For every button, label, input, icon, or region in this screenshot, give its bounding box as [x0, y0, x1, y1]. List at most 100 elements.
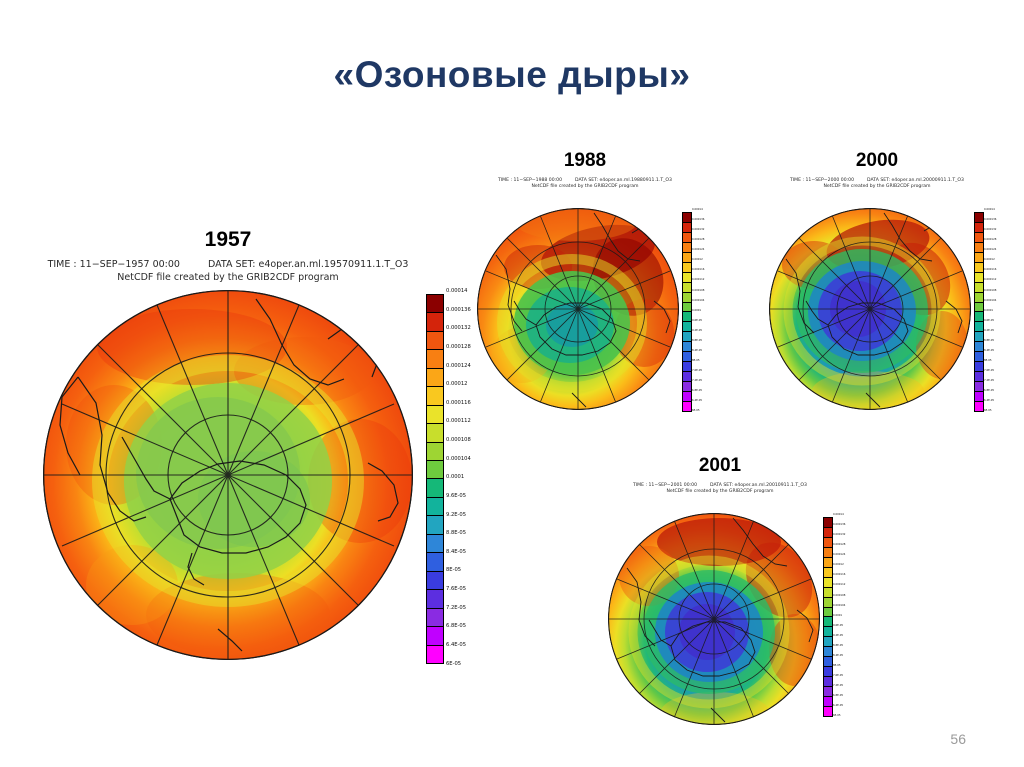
panel-1957-dataset-label: DATA SET: e4oper.an.ml.19570911.1.T_O3: [207, 259, 409, 270]
panel-2001-netcdf-label: NetCDF file created by the GRIB2CDF prog…: [666, 489, 774, 495]
colorbar-tick-label: 6.4E-05: [692, 399, 703, 403]
colorbar-swatch: [683, 222, 691, 233]
colorbar-tick-label: 9.2E-05: [833, 633, 844, 637]
colorbar-tick-label: 0.0001: [984, 308, 994, 312]
colorbar-tick-label: 0.000132: [692, 228, 705, 232]
colorbar-swatch: [824, 547, 832, 558]
panel-2000-caption: TIME : 11−SEP−2000 00:00 DATA SET: e4oper…: [762, 178, 992, 190]
colorbar-swatch: [427, 313, 443, 332]
colorbar-tick-label: 6E-05: [833, 714, 841, 718]
colorbar-swatch: [975, 232, 983, 243]
colorbar-swatch: [824, 707, 832, 716]
colorbar-1988: [682, 212, 692, 412]
colorbar-tick-label: 7.2E-05: [833, 684, 844, 688]
colorbar-swatch: [824, 527, 832, 538]
colorbar-tick-label: 6.4E-05: [833, 704, 844, 708]
colorbar-tick-label: 0.00014: [446, 288, 468, 294]
colorbar-tick-label: 0.000112: [984, 278, 997, 282]
panel-1957-caption: TIME : 11−SEP−1957 00:00 DATA SET: e4oper…: [42, 259, 414, 285]
colorbar-swatch: [427, 350, 443, 369]
colorbar-tick-label: 8.4E-05: [692, 348, 703, 352]
colorbar-tick-label: 7.6E-05: [446, 586, 467, 592]
colorbar-swatch: [427, 516, 443, 535]
panel-2001-time-label: TIME : 11−SEP−2001 00:00: [633, 483, 698, 488]
colorbar-tick-label: 0.000112: [446, 418, 471, 425]
colorbar-swatch: [975, 392, 983, 403]
colorbar-tick-label: 0.000104: [833, 603, 846, 607]
colorbar-tick-label: 0.000132: [446, 325, 471, 332]
colorbar-swatch: [824, 577, 832, 588]
globe-2000: [768, 205, 972, 415]
colorbar-swatch: [427, 387, 443, 406]
colorbar-tick-label: 0.000124: [984, 248, 997, 252]
colorbar-swatch: [824, 567, 832, 578]
colorbar-swatch: [683, 282, 691, 293]
globe-2001: [607, 510, 821, 730]
panel-1957-time-label: TIME : 11−SEP−1957 00:00: [47, 259, 180, 270]
colorbar-tick-label: 0.00014: [833, 513, 844, 516]
panel-1988-netcdf-label: NetCDF file created by the GRIB2CDF prog…: [531, 184, 639, 190]
panel-2000: 2000 TIME : 11−SEP−2000 00:00 DATA SET: e…: [762, 150, 996, 430]
colorbar-tick-label: 7.6E-05: [984, 369, 995, 372]
colorbar-swatch: [824, 667, 832, 678]
colorbar-tick-label: 8.8E-05: [446, 530, 467, 537]
colorbar-tick-label: 8.8E-05: [984, 338, 995, 342]
colorbar-swatch: [683, 232, 691, 243]
colorbar-swatch: [824, 687, 832, 698]
colorbar-swatch: [683, 352, 691, 363]
colorbar-swatch: [683, 312, 691, 323]
slide-page-number: 56: [950, 731, 966, 747]
colorbar-swatch: [975, 342, 983, 353]
panel-2001-caption: TIME : 11−SEP−2001 00:00 DATA SET: e4oper…: [605, 483, 835, 495]
colorbar-swatch: [824, 627, 832, 638]
colorbar-swatch: [683, 362, 691, 373]
colorbar-tick-label: 8E-05: [984, 358, 992, 362]
colorbar-tick-label: 0.000108: [446, 437, 471, 443]
colorbar-swatch: [975, 372, 983, 383]
panel-1988-year-label: 1988: [563, 150, 607, 171]
colorbar-1988-labels: 6E-05 6.4E-05 6.8E-05 7.2E-05 7.6E-05 8E-05 8.…: [692, 208, 705, 413]
colorbar-swatch: [824, 647, 832, 658]
panel-2000-dataset-label: DATA SET: e4oper.an.ml.20000911.1.T_O3: [867, 178, 964, 183]
colorbar-swatch: [824, 537, 832, 548]
colorbar-tick-label: 6.8E-05: [833, 694, 844, 698]
globe-1988: [476, 205, 680, 415]
colorbar-swatch: [975, 292, 983, 303]
colorbar-tick-label: 9.6E-05: [984, 318, 995, 322]
colorbar-tick-label: 6.8E-05: [446, 623, 467, 630]
colorbar-tick-label: 7.2E-05: [984, 379, 995, 383]
colorbar-tick-label: 0.00014: [692, 208, 703, 211]
colorbar-tick-label: 0.00012: [446, 381, 468, 388]
colorbar-swatch: [427, 608, 443, 628]
colorbar-tick-label: 7.6E-05: [692, 369, 703, 372]
colorbar-tick-label: 0.000128: [446, 343, 471, 350]
colorbar-swatch: [824, 557, 832, 568]
colorbar-2001: [823, 517, 833, 717]
panel-2001: 2001 TIME : 11−SEP−2001 00:00 DATA SET: e…: [605, 455, 845, 735]
colorbar-swatch: [683, 212, 691, 223]
colorbar-tick-label: 0.000132: [833, 533, 846, 537]
panel-2000-time-label: TIME : 11−SEP−2000 00:00: [790, 178, 855, 183]
colorbar-swatch: [427, 442, 443, 462]
globe-1957: [42, 285, 414, 665]
colorbar-tick-label: 8E-05: [446, 567, 462, 574]
colorbar-tick-label: 8E-05: [692, 358, 700, 362]
colorbar-tick-label: 0.000116: [833, 573, 846, 577]
colorbar-swatch: [975, 382, 983, 393]
colorbar-swatch: [975, 332, 983, 343]
colorbar-tick-label: 8.4E-05: [833, 653, 844, 657]
colorbar-swatch: [427, 424, 443, 443]
colorbar-tick-label: 0.000136: [984, 218, 997, 222]
colorbar-tick-label: 0.000136: [692, 218, 705, 222]
colorbar-tick-label: 6.4E-05: [984, 399, 995, 403]
colorbar-tick-label: 9.2E-05: [692, 328, 703, 332]
colorbar-1957-labels: 6E-05 6.4E-05 6.8E-05 7.2E-05 7.6E-05 8E-05 8.…: [446, 288, 471, 667]
colorbar-tick-label: 0.000128: [833, 543, 846, 547]
colorbar-tick-label: 0.0001: [833, 613, 843, 617]
colorbar-swatch: [683, 252, 691, 263]
colorbar-tick-label: 6E-05: [984, 409, 992, 413]
colorbar-swatch: [824, 697, 832, 708]
colorbar-tick-label: 7.2E-05: [692, 379, 703, 383]
panel-2000-netcdf-label: NetCDF file created by the GRIB2CDF prog…: [823, 184, 931, 190]
colorbar-swatch: [683, 292, 691, 303]
